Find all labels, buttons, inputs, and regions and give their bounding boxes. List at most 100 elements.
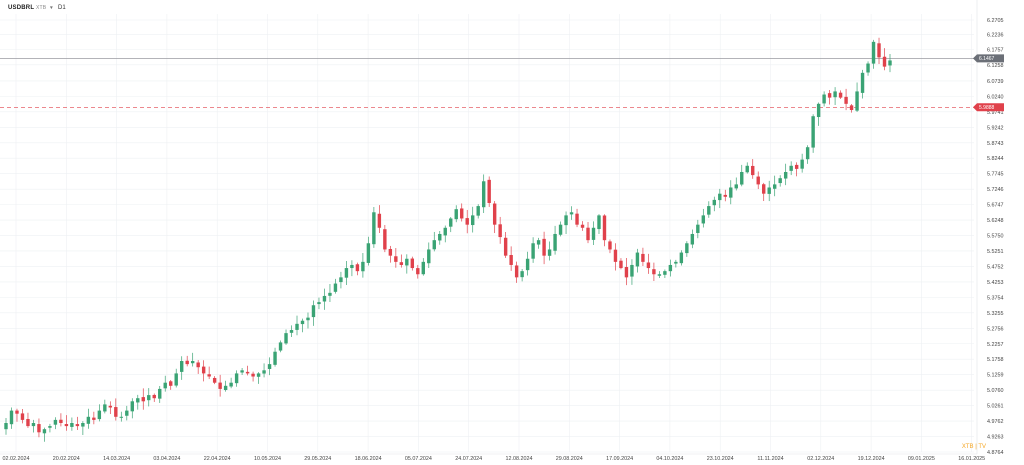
candle [487, 176, 491, 207]
y-tick-label: 5.4253 [987, 280, 1004, 286]
candle [712, 196, 717, 212]
candle-body [701, 215, 706, 224]
candle [882, 48, 887, 71]
candle-body [70, 422, 74, 427]
candle [520, 268, 524, 282]
y-tick-label: 6.2236 [987, 33, 1004, 39]
candle-body [514, 265, 519, 278]
candle-body [789, 165, 793, 171]
candle-body [547, 249, 552, 256]
candle [421, 258, 425, 276]
candle [207, 366, 211, 380]
candle [492, 201, 497, 234]
candle [284, 329, 288, 345]
candle [668, 259, 673, 277]
candle-body [141, 397, 145, 402]
candle [624, 258, 629, 286]
candle-body [295, 323, 299, 330]
candle-body [449, 218, 453, 227]
candle-body [888, 60, 892, 66]
symbol-selector[interactable]: USDBRL XTB ▾ [8, 5, 53, 11]
candle [136, 394, 140, 410]
candle-body [794, 164, 799, 169]
y-tick-label: 5.7246 [987, 187, 1004, 193]
candle-body [284, 333, 288, 344]
candle-body [311, 305, 316, 318]
candle-body [542, 238, 546, 256]
candle-body [207, 374, 211, 377]
candle [311, 300, 316, 326]
candle [855, 82, 859, 113]
candle [811, 114, 815, 153]
candle-body [163, 382, 167, 389]
candle-body [833, 91, 837, 98]
candle [498, 216, 502, 244]
candle [416, 264, 420, 279]
candle-body [849, 105, 854, 111]
candle-body [218, 382, 222, 389]
candle-body [366, 243, 371, 263]
price-axis[interactable]: 6.2705 6.2236 6.1757 6.1258 6.0739 6.0240 5.97… [976, 0, 1004, 456]
candle [405, 254, 409, 274]
chart-toolbar: USDBRL XTB ▾ D1 [0, 0, 120, 16]
candle [690, 229, 695, 249]
candle-body [278, 342, 283, 351]
candle-body [317, 302, 321, 305]
candle [778, 175, 782, 187]
candle-body [421, 261, 425, 275]
time-axis[interactable]: 02.02.2024 20.02.2024 14.03.2024 03.04.2024… [0, 453, 985, 462]
candle [481, 174, 486, 214]
candle [158, 386, 162, 403]
candle-body [53, 419, 58, 425]
candle-body [575, 213, 579, 225]
x-tick-label: 12.08.2024 [506, 456, 533, 462]
candle [877, 37, 881, 65]
candle-body [37, 424, 41, 433]
candle [108, 401, 113, 415]
y-tick-label: 4.9263 [987, 435, 1004, 441]
candle [756, 171, 760, 190]
candle-body [471, 215, 475, 226]
timeframe-selector[interactable]: D1 [58, 5, 66, 11]
chart-grid [0, 14, 974, 453]
candle [449, 217, 453, 233]
candle-body [212, 377, 217, 383]
chevron-down-icon: ▾ [50, 5, 53, 11]
candle-body [31, 422, 36, 427]
x-tick-label: 17.09.2024 [606, 456, 633, 462]
x-tick-label: 03.04.2024 [153, 456, 180, 462]
candle-body [613, 249, 618, 262]
candle-body [558, 224, 563, 235]
candle-body [602, 215, 607, 241]
candle [438, 231, 442, 245]
candle [9, 407, 14, 429]
candle [70, 417, 74, 431]
candle [476, 204, 480, 219]
candle [844, 88, 848, 111]
candle-body [844, 96, 848, 104]
x-tick-label: 23.10.2024 [707, 456, 734, 462]
candles [4, 37, 892, 442]
candle [558, 221, 563, 237]
candle [800, 153, 804, 173]
candle [531, 237, 535, 263]
candle [564, 211, 568, 234]
candle-body [201, 366, 206, 374]
x-tick-label: 09.01.2025 [908, 456, 935, 462]
candle-body [125, 410, 129, 416]
y-tick-label: 5.1758 [987, 357, 1004, 363]
candle [427, 242, 431, 268]
candle [64, 415, 69, 431]
candle [196, 360, 200, 374]
candle [657, 271, 662, 278]
y-tick-label: 5.5750 [987, 234, 1004, 240]
candle [256, 372, 261, 384]
candle [674, 259, 678, 268]
candle [591, 221, 596, 245]
candle-body [663, 271, 667, 275]
candle [141, 388, 145, 410]
y-tick-label: 5.2756 [987, 326, 1004, 332]
candle [783, 163, 788, 186]
candle-body [487, 179, 491, 203]
